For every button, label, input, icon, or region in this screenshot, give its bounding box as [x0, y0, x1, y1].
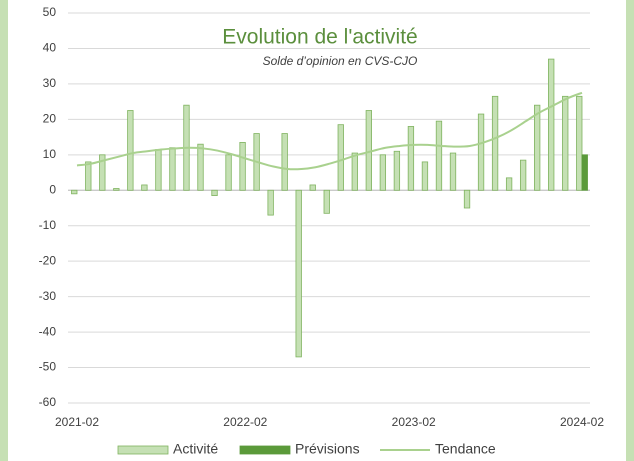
legend-swatch	[239, 445, 291, 455]
chart-area	[8, 0, 626, 461]
bar	[295, 189, 302, 358]
bar	[323, 189, 330, 214]
bar	[365, 110, 372, 191]
bar	[113, 188, 120, 191]
bar	[548, 58, 555, 191]
y-tick-label: 40	[43, 41, 57, 55]
bar	[85, 161, 92, 191]
y-tick-label: -50	[39, 360, 57, 374]
y-tick-label: 0	[49, 182, 56, 196]
bar	[505, 177, 513, 191]
chart-subtitle: Solde d’opinion en CVS-CJO	[263, 54, 418, 68]
bar	[71, 189, 78, 195]
bar	[141, 184, 148, 191]
bar	[309, 184, 316, 191]
bar	[477, 113, 485, 191]
legend-swatch	[117, 445, 169, 455]
bar	[99, 154, 106, 191]
trend-line	[76, 91, 583, 171]
y-tick-label: 30	[43, 76, 57, 90]
bar	[463, 189, 471, 209]
bar	[421, 161, 429, 191]
legend-label: Activité	[173, 441, 218, 457]
bar	[169, 147, 176, 191]
bar	[562, 95, 569, 191]
bar	[155, 149, 162, 191]
legend-label: Prévisions	[295, 441, 360, 457]
bar	[393, 150, 401, 191]
bar	[197, 143, 204, 191]
chart-title: Evolution de l'activité	[222, 26, 417, 49]
y-tick-label: -30	[39, 289, 57, 303]
bar	[239, 142, 246, 191]
legend-label: Tendance	[435, 441, 496, 457]
y-tick-label: 20	[43, 112, 57, 126]
bar	[449, 152, 457, 191]
bar	[267, 189, 274, 216]
x-tick-label: 2024-02	[560, 415, 604, 429]
y-tick-label: 10	[43, 147, 57, 161]
bar	[534, 104, 541, 191]
x-tick-label: 2021-02	[55, 415, 99, 429]
bar	[576, 95, 583, 191]
bar	[281, 133, 288, 191]
y-tick-label: -10	[39, 218, 57, 232]
y-tick-label: -40	[39, 324, 57, 338]
bar	[211, 189, 218, 196]
y-tick-label: -60	[39, 395, 57, 409]
x-tick-label: 2023-02	[392, 415, 436, 429]
bar	[519, 159, 527, 191]
bar	[337, 124, 344, 191]
bar	[225, 154, 232, 191]
y-tick-label: -20	[39, 253, 57, 267]
bar	[351, 152, 358, 191]
y-tick-label: 50	[43, 5, 57, 19]
bar	[581, 154, 588, 191]
bar	[379, 154, 387, 191]
bar	[435, 120, 443, 191]
bar	[407, 126, 415, 191]
bar	[491, 95, 499, 191]
bar	[127, 110, 134, 191]
x-tick-label: 2022-02	[223, 415, 267, 429]
